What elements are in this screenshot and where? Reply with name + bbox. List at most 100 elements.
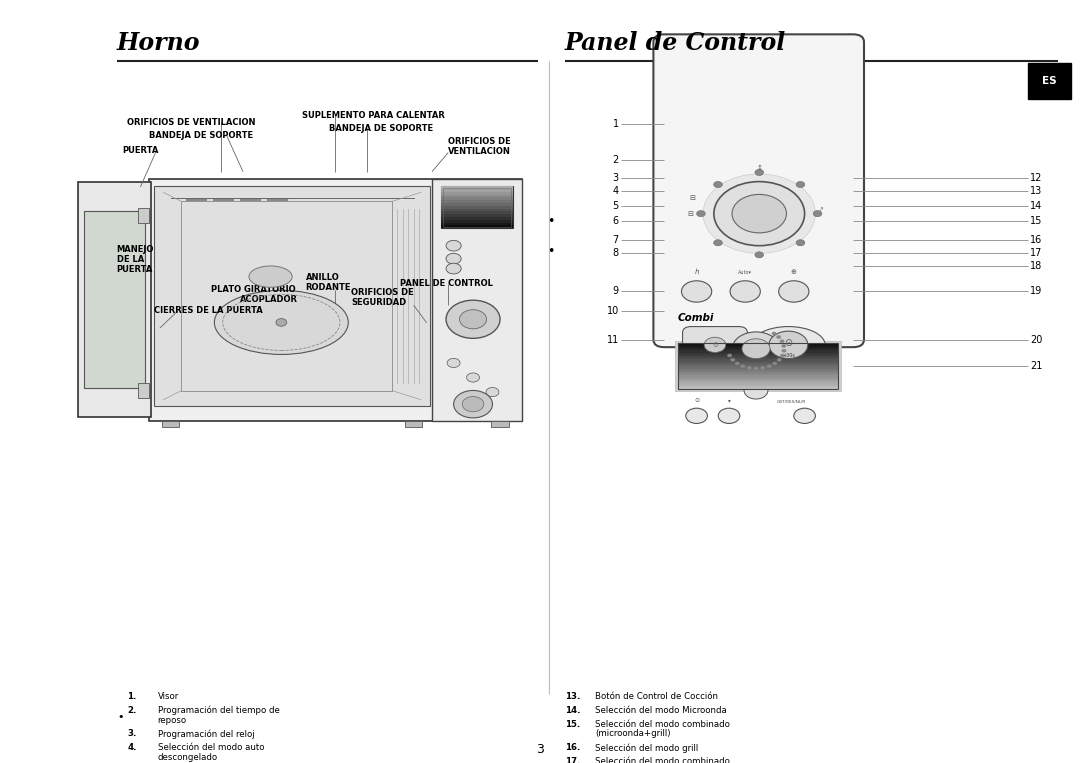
Text: (microonda+grill): (microonda+grill) — [595, 729, 671, 739]
Circle shape — [467, 373, 480, 382]
Circle shape — [813, 211, 822, 217]
Bar — [678, 375, 838, 378]
Text: ▾: ▾ — [728, 398, 730, 403]
Text: BANDEJA DE SOPORTE: BANDEJA DE SOPORTE — [329, 124, 433, 133]
Bar — [441, 195, 513, 198]
Circle shape — [755, 169, 764, 175]
Circle shape — [779, 281, 809, 302]
Text: ℎ: ℎ — [694, 269, 699, 275]
Circle shape — [772, 362, 777, 365]
Text: •: • — [548, 214, 554, 228]
Circle shape — [703, 174, 815, 253]
Text: 13.: 13. — [565, 692, 580, 701]
Bar — [162, 421, 179, 427]
Text: ⊙: ⊙ — [694, 398, 699, 403]
Bar — [678, 378, 838, 380]
Circle shape — [714, 240, 723, 246]
Text: ⊟: ⊟ — [687, 211, 693, 217]
Bar — [678, 355, 838, 357]
Bar — [441, 223, 513, 225]
FancyBboxPatch shape — [653, 34, 864, 347]
Bar — [149, 179, 522, 421]
Text: ORIFICIOS DE VENTILACION: ORIFICIOS DE VENTILACION — [127, 118, 256, 127]
Circle shape — [796, 240, 805, 246]
Bar — [441, 220, 513, 223]
Text: 1: 1 — [612, 118, 619, 129]
Text: Selección del modo combinado: Selección del modo combinado — [595, 720, 730, 729]
Circle shape — [732, 195, 786, 233]
Text: ORIFICIOS DE
VENTILACION: ORIFICIOS DE VENTILACION — [448, 137, 511, 156]
Text: 17.: 17. — [565, 757, 580, 763]
Circle shape — [767, 365, 771, 368]
Circle shape — [446, 253, 461, 264]
Text: 2: 2 — [612, 155, 619, 166]
Circle shape — [780, 354, 784, 357]
Text: ⊕: ⊕ — [791, 269, 797, 275]
Text: 14.: 14. — [565, 706, 580, 715]
Circle shape — [276, 319, 287, 327]
Bar — [678, 353, 838, 355]
Text: MANEJO
DE LA
PUERTA: MANEJO DE LA PUERTA — [117, 244, 154, 275]
Text: 3: 3 — [612, 172, 619, 183]
Bar — [678, 348, 838, 350]
Bar — [441, 189, 513, 192]
Bar — [441, 211, 513, 214]
Circle shape — [794, 408, 815, 423]
Circle shape — [454, 391, 492, 418]
Ellipse shape — [249, 266, 293, 288]
Text: 20: 20 — [1030, 334, 1042, 345]
Text: CIERRES DE LA PUERTA: CIERRES DE LA PUERTA — [154, 306, 264, 315]
Text: PANEL DE CONTROL: PANEL DE CONTROL — [400, 279, 492, 288]
Bar — [441, 186, 513, 189]
Bar — [441, 186, 513, 228]
Circle shape — [780, 340, 784, 343]
Circle shape — [460, 310, 486, 329]
Text: ↕: ↕ — [756, 165, 762, 171]
Text: GBT/DES/NL/R: GBT/DES/NL/R — [777, 400, 807, 404]
Text: 21: 21 — [1030, 361, 1042, 372]
Text: ORIFICIOS DE
SEGURIDAD: ORIFICIOS DE SEGURIDAD — [351, 288, 414, 307]
Text: Botón de Control de Cocción: Botón de Control de Cocción — [595, 692, 718, 701]
Bar — [678, 343, 838, 346]
Text: 2.: 2. — [127, 706, 137, 715]
Text: ES: ES — [1042, 76, 1057, 86]
Text: Selección del modo Microonda: Selección del modo Microonda — [595, 706, 727, 715]
Bar — [678, 359, 838, 362]
Bar — [1028, 63, 1071, 99]
Text: Selección del modo grill: Selección del modo grill — [595, 743, 699, 752]
Bar — [678, 382, 838, 385]
Text: 16.: 16. — [565, 743, 580, 752]
Bar — [678, 371, 838, 373]
Circle shape — [744, 382, 768, 399]
Text: 14: 14 — [1030, 201, 1042, 211]
Circle shape — [728, 354, 732, 357]
Circle shape — [714, 182, 805, 246]
Bar — [441, 200, 513, 203]
Bar — [441, 203, 513, 206]
Text: 15.: 15. — [565, 720, 580, 729]
Text: Programación del tiempo de: Programación del tiempo de — [158, 706, 280, 715]
Circle shape — [704, 337, 726, 353]
Text: BANDEJA DE SOPORTE: BANDEJA DE SOPORTE — [149, 131, 253, 140]
Text: 18: 18 — [1030, 261, 1042, 272]
Circle shape — [742, 339, 770, 359]
Text: descongelado: descongelado — [158, 753, 218, 762]
Circle shape — [782, 349, 786, 353]
Circle shape — [772, 332, 777, 335]
Text: ACOPLADOR: ACOPLADOR — [240, 295, 298, 304]
Text: •: • — [548, 245, 554, 259]
Text: +30s: +30s — [782, 353, 795, 358]
Bar — [432, 179, 522, 421]
Circle shape — [732, 332, 780, 365]
Circle shape — [447, 359, 460, 368]
Bar — [678, 369, 838, 371]
Text: 3: 3 — [536, 742, 544, 756]
Bar — [443, 188, 511, 227]
Bar — [678, 362, 838, 364]
Text: 10: 10 — [607, 306, 619, 317]
Text: 16: 16 — [1030, 234, 1042, 245]
FancyBboxPatch shape — [683, 327, 747, 363]
Text: 15: 15 — [1030, 216, 1042, 227]
Text: reposo: reposo — [158, 716, 187, 725]
Bar — [138, 383, 149, 398]
